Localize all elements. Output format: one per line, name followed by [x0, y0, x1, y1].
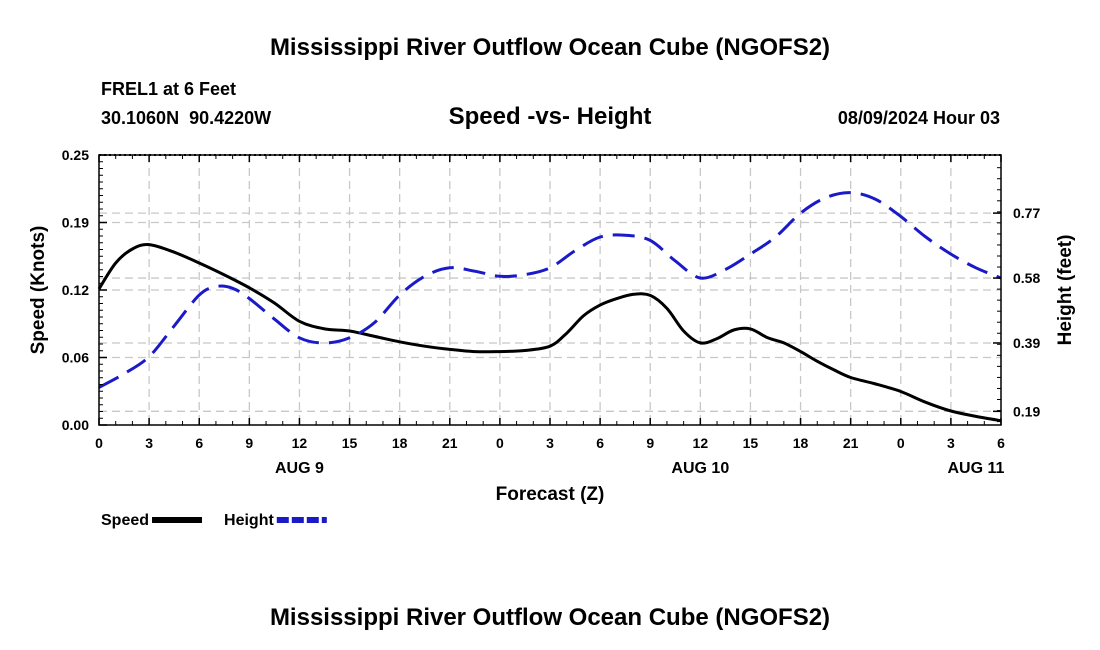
station-label: FREL1 at 6 Feet [101, 79, 236, 99]
footer-title: Mississippi River Outflow Ocean Cube (NG… [270, 604, 830, 631]
series-lines [97, 191, 1002, 423]
x-tick-label: 3 [947, 435, 955, 451]
x-tick-label: 9 [646, 435, 654, 451]
x-tick-label: 6 [195, 435, 203, 451]
x-tick-label: 15 [342, 435, 358, 451]
date-label: AUG 10 [671, 460, 729, 477]
x-tick-label: 0 [496, 435, 504, 451]
legend-label-height: Height [224, 512, 274, 529]
date-label: AUG 9 [275, 460, 324, 477]
x-tick-label: 9 [245, 435, 253, 451]
date-label: AUG 11 [947, 460, 1004, 477]
chart-title: Speed -vs- Height [449, 103, 652, 130]
y-right-tick-label: 0.19 [1013, 403, 1040, 419]
y-right-tick-label: 0.39 [1013, 335, 1040, 351]
grid-lines [99, 155, 1001, 425]
x-tick-label: 15 [743, 435, 759, 451]
x-tick-label: 6 [596, 435, 604, 451]
speed-series-line [97, 243, 1002, 423]
y-axis-left-label: Speed (Knots) [28, 226, 49, 355]
y-left-tick-label: 0.12 [62, 282, 89, 298]
legend: Speed Height [101, 512, 327, 529]
y-left-tick-label: 0.19 [62, 215, 89, 231]
forecast-datetime: 08/09/2024 Hour 03 [838, 108, 1000, 128]
y-left-tick-label: 0.00 [62, 417, 89, 433]
x-tick-label: 3 [145, 435, 153, 451]
x-tick-label: 0 [897, 435, 905, 451]
x-axis-label: Forecast (Z) [496, 484, 605, 505]
coordinates-label: 30.1060N 90.4220W [101, 108, 271, 128]
axes: 0 3 6 9 12 15 18 21 0 3 6 9 12 15 18 21 0 3 6 AUG 9 AUG 10 AU… [62, 147, 1041, 477]
x-tick-label: 6 [997, 435, 1005, 451]
legend-label-speed: Speed [101, 512, 149, 529]
main-title: Mississippi River Outflow Ocean Cube (NG… [270, 34, 830, 61]
x-tick-label: 12 [693, 435, 709, 451]
x-tick-label: 21 [442, 435, 458, 451]
y-left-tick-label: 0.25 [62, 147, 89, 163]
x-tick-label: 0 [95, 435, 103, 451]
y-axis-right-label: Height (feet) [1055, 235, 1076, 346]
x-tick-label: 12 [292, 435, 308, 451]
y-right-tick-label: 0.77 [1013, 205, 1040, 221]
height-series-line [98, 191, 1002, 389]
x-tick-label: 18 [392, 435, 408, 451]
x-tick-label: 18 [793, 435, 809, 451]
y-right-tick-label: 0.58 [1013, 270, 1040, 286]
y-left-tick-label: 0.06 [62, 350, 89, 366]
x-tick-label: 3 [546, 435, 554, 451]
x-tick-label: 21 [843, 435, 859, 451]
